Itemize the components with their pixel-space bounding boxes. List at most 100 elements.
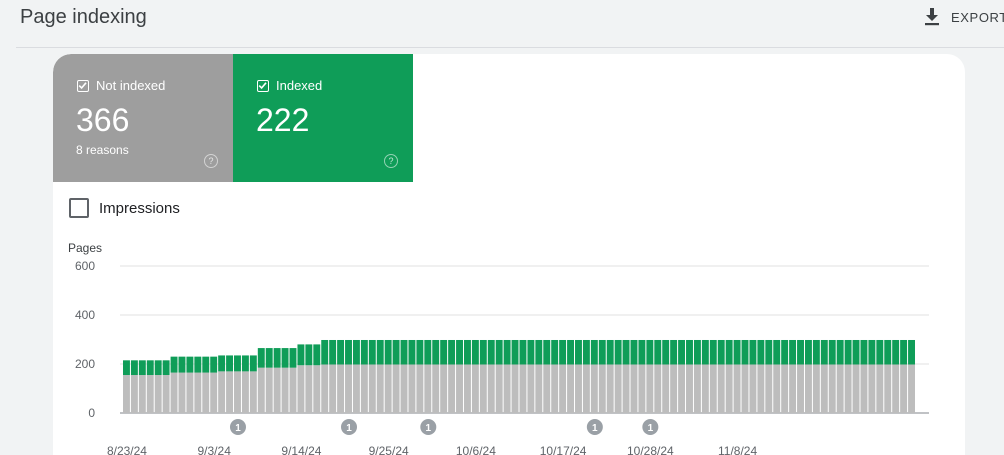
bar-not-indexed bbox=[654, 364, 662, 413]
bar-not-indexed bbox=[226, 371, 234, 413]
bar-not-indexed bbox=[670, 364, 678, 413]
bar-not-indexed bbox=[130, 375, 138, 413]
bar-indexed bbox=[709, 339, 717, 365]
help-icon[interactable]: ? bbox=[384, 154, 398, 168]
bar-indexed bbox=[654, 339, 662, 365]
bar-indexed bbox=[733, 339, 741, 365]
tile-label: Not indexed bbox=[96, 78, 166, 93]
bar-indexed bbox=[210, 356, 218, 373]
bar-not-indexed bbox=[836, 364, 844, 413]
bar-not-indexed bbox=[535, 364, 543, 413]
bar-indexed bbox=[368, 339, 376, 365]
bar-indexed bbox=[352, 339, 360, 365]
annotation-label: 1 bbox=[592, 423, 598, 434]
annotation-label: 1 bbox=[346, 423, 352, 434]
bar-not-indexed bbox=[265, 367, 273, 413]
bar-not-indexed bbox=[487, 364, 495, 413]
bar-indexed bbox=[249, 355, 257, 372]
bar-not-indexed bbox=[194, 372, 202, 413]
bar-not-indexed bbox=[146, 375, 154, 413]
bar-not-indexed bbox=[717, 364, 725, 413]
bar-not-indexed bbox=[281, 367, 289, 413]
page-title: Page indexing bbox=[20, 6, 147, 28]
bar-not-indexed bbox=[551, 364, 559, 413]
bar-indexed bbox=[884, 339, 892, 365]
bar-indexed bbox=[646, 339, 654, 365]
checkbox-checked-icon[interactable] bbox=[257, 80, 269, 92]
annotation-marker bbox=[341, 419, 358, 435]
bar-indexed bbox=[876, 339, 884, 365]
bar-indexed bbox=[416, 339, 424, 365]
bar-not-indexed bbox=[614, 364, 622, 413]
bar-not-indexed bbox=[360, 364, 368, 413]
tile-indexed[interactable]: Indexed 222 ? bbox=[233, 54, 413, 182]
bar-indexed bbox=[463, 339, 471, 365]
x-tick-label: 11/8/24 bbox=[718, 444, 757, 455]
bar-indexed bbox=[662, 339, 670, 365]
bar-not-indexed bbox=[337, 364, 345, 413]
bar-indexed bbox=[226, 355, 234, 372]
bar-not-indexed bbox=[590, 364, 598, 413]
bar-not-indexed bbox=[210, 372, 218, 413]
y-tick-label: 600 bbox=[75, 259, 95, 273]
bar-not-indexed bbox=[844, 364, 852, 413]
bar-indexed bbox=[630, 339, 638, 365]
bar-indexed bbox=[321, 339, 329, 365]
bar-indexed bbox=[638, 339, 646, 365]
export-button[interactable]: EXPORT bbox=[924, 6, 1004, 28]
bar-indexed bbox=[749, 339, 757, 365]
bar-not-indexed bbox=[170, 372, 178, 413]
annotation-marker bbox=[420, 419, 437, 435]
bar-indexed bbox=[170, 356, 178, 373]
bar-not-indexed bbox=[773, 364, 781, 413]
bar-indexed bbox=[598, 339, 606, 365]
bar-not-indexed bbox=[123, 375, 130, 413]
bar-indexed bbox=[503, 339, 511, 365]
checkbox-unchecked-icon[interactable] bbox=[69, 198, 89, 218]
bar-not-indexed bbox=[662, 364, 670, 413]
bar-indexed bbox=[146, 360, 154, 376]
bar-not-indexed bbox=[368, 364, 376, 413]
bar-not-indexed bbox=[567, 364, 575, 413]
bar-not-indexed bbox=[543, 364, 551, 413]
bar-indexed bbox=[686, 339, 693, 365]
bar-not-indexed bbox=[575, 364, 582, 413]
bar-indexed bbox=[757, 339, 765, 365]
bar-indexed bbox=[789, 339, 797, 365]
bar-indexed bbox=[860, 339, 868, 365]
bar-indexed bbox=[741, 339, 749, 365]
annotation-label: 1 bbox=[426, 423, 432, 434]
bar-indexed bbox=[836, 339, 844, 365]
x-tick-label: 9/14/24 bbox=[281, 444, 321, 455]
bar-indexed bbox=[289, 348, 297, 368]
bar-not-indexed bbox=[527, 364, 535, 413]
y-tick-label: 0 bbox=[88, 406, 95, 420]
tile-subtitle: 8 reasons bbox=[76, 143, 129, 157]
bar-not-indexed bbox=[273, 367, 281, 413]
bar-indexed bbox=[678, 339, 686, 365]
bar-indexed bbox=[456, 339, 463, 365]
x-tick-label: 9/3/24 bbox=[198, 444, 232, 455]
checkbox-checked-icon[interactable] bbox=[77, 80, 89, 92]
bar-indexed bbox=[582, 339, 590, 365]
bar-not-indexed bbox=[781, 364, 789, 413]
header-divider bbox=[16, 47, 1004, 48]
bar-not-indexed bbox=[765, 364, 773, 413]
bar-indexed bbox=[844, 339, 852, 365]
x-tick-label: 10/6/24 bbox=[456, 444, 496, 455]
bar-not-indexed bbox=[884, 364, 892, 413]
bar-not-indexed bbox=[249, 371, 257, 413]
bar-not-indexed bbox=[511, 364, 519, 413]
impressions-toggle[interactable]: Impressions bbox=[69, 198, 180, 218]
y-tick-label: 400 bbox=[75, 308, 95, 322]
tile-not-indexed[interactable]: Not indexed 366 8 reasons ? bbox=[53, 54, 233, 182]
bar-not-indexed bbox=[479, 364, 487, 413]
bar-indexed bbox=[241, 355, 249, 372]
bar-not-indexed bbox=[804, 364, 812, 413]
x-tick-label: 10/17/24 bbox=[540, 444, 587, 455]
tile-value: 222 bbox=[256, 102, 310, 138]
bar-indexed bbox=[130, 360, 138, 376]
bar-not-indexed bbox=[519, 364, 527, 413]
help-icon[interactable]: ? bbox=[204, 154, 218, 168]
bar-indexed bbox=[868, 339, 876, 365]
